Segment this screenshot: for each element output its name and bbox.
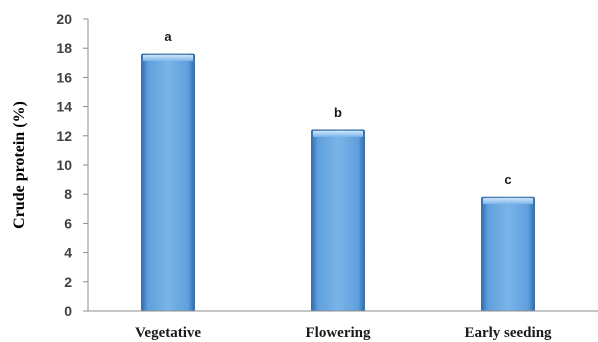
x-tick-label: Flowering	[306, 325, 371, 341]
x-axis-labels: Vegetative Flowering Early seeding	[135, 325, 552, 341]
data-label: c	[504, 172, 511, 187]
y-axis-title: Crude protein (%)	[11, 101, 28, 229]
y-axis-ticks: 0 2 4 6 8 10 12 14 16 18 20	[56, 11, 88, 319]
y-tick-label: 6	[64, 215, 72, 231]
bar-highlight	[313, 130, 363, 137]
y-tick-label: 4	[64, 245, 72, 261]
data-label: b	[334, 105, 342, 120]
y-tick-label: 10	[56, 157, 72, 173]
y-tick-label: 14	[56, 99, 72, 115]
y-tick-label: 20	[56, 11, 72, 27]
y-tick-label: 18	[56, 40, 72, 56]
bar-highlight	[143, 55, 193, 62]
y-tick-label: 0	[64, 303, 72, 319]
data-label: a	[164, 29, 172, 44]
bar-highlight	[483, 198, 533, 205]
bar	[311, 129, 365, 312]
x-tick-label: Vegetative	[135, 325, 201, 341]
bar	[141, 53, 195, 312]
y-tick-label: 8	[64, 186, 72, 202]
bars: a b c	[141, 29, 535, 312]
y-tick-label: 16	[56, 69, 72, 85]
y-tick-label: 12	[56, 128, 72, 144]
y-tick-label: 2	[64, 274, 72, 290]
x-tick-label: Early seeding	[464, 325, 552, 341]
bar	[481, 196, 535, 312]
